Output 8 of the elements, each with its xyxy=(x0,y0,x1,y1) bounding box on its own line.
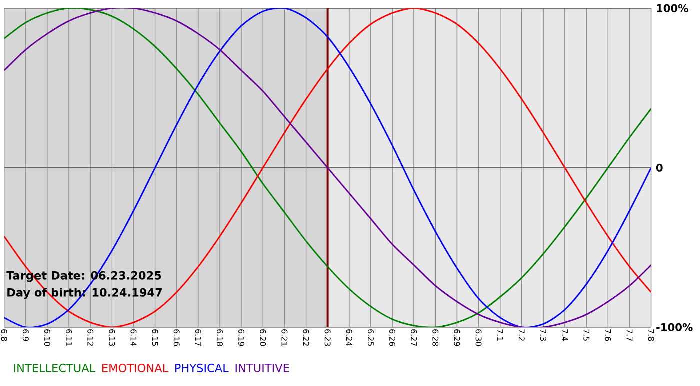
y-tick-label: 0 xyxy=(656,164,663,172)
text: INTUITIVE xyxy=(236,364,290,372)
text: PHYSICAL xyxy=(176,364,229,372)
text: INTELLECTUAL xyxy=(14,364,96,372)
y-tick-label: -100% xyxy=(656,323,693,332)
line-series xyxy=(4,8,652,328)
text: EMOTIONAL xyxy=(102,364,169,372)
y-tick-label: 100% xyxy=(657,4,688,12)
